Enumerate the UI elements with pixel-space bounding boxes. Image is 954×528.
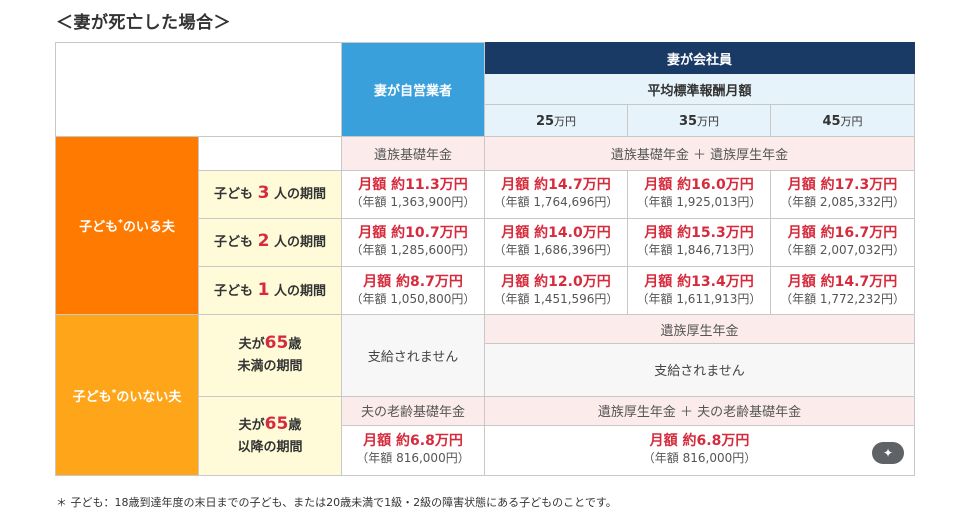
amount-cell: 月額 約14.0万円 （年額 1,686,396円） <box>484 217 628 268</box>
header-employee: 妻が会社員 <box>483 41 916 75</box>
magic-wand-icon[interactable]: ✦ <box>872 442 904 464</box>
page-title: ＜妻が死亡した場合＞ <box>56 13 231 33</box>
row-label-under-65: 夫が65歳 未満の期間 <box>198 314 342 397</box>
row-label-children-2: 子ども 2 人の期間 <box>198 217 342 268</box>
row-label-over-65: 夫が65歳 以降の期間 <box>198 395 342 477</box>
amount-cell: 月額 約17.3万円 （年額 2,085,332円） <box>769 169 916 219</box>
amount-cell: 月額 約16.7万円 （年額 2,007,032円） <box>769 217 916 268</box>
amount-cell: 月額 約8.7万円 （年額 1,050,800円） <box>341 265 485 316</box>
table-corner <box>55 41 342 138</box>
amount-cell: 月額 約12.0万円 （年額 1,451,596円） <box>484 265 628 316</box>
not-paid-employee: 支給されません <box>483 343 916 397</box>
row-label-children-3: 子ども 3 人の期間 <box>198 169 342 219</box>
amount-cell: 月額 約14.7万円 （年額 1,764,696円） <box>484 169 628 219</box>
row-label-children-1: 子ども 1 人の期間 <box>198 265 342 316</box>
not-paid-self: 支給されません <box>341 314 485 397</box>
pension-type-survivor-old-age: 遺族厚生年金 ＋ 夫の老齢基礎年金 <box>483 395 916 426</box>
amount-cell: 月額 約6.8万円 （年額 816,000円） <box>341 424 485 477</box>
amount-cell: 月額 約6.8万円 （年額 816,000円） <box>483 424 916 477</box>
blank-cell <box>198 136 342 171</box>
column-header-25: 25万円 <box>484 104 628 138</box>
pension-type-old-age: 夫の老齢基礎年金 <box>341 395 485 426</box>
header-self-employed: 妻が自営業者 <box>341 41 485 138</box>
amount-cell: 月額 約13.4万円 （年額 1,611,913円） <box>627 265 771 316</box>
amount-cell: 月額 約15.3万円 （年額 1,846,713円） <box>627 217 771 268</box>
amount-cell: 月額 約16.0万円 （年額 1,925,013円） <box>627 169 771 219</box>
group-no-children-label: 子ども*のいない夫 <box>55 314 199 476</box>
amount-cell: 月額 約11.3万円 （年額 1,363,900円） <box>341 169 485 219</box>
pension-table-wrapper: 妻が自営業者 妻が会社員 平均標準報酬月額 25万円 35万円 45万円 子ども… <box>55 41 916 477</box>
column-header-45: 45万円 <box>769 104 916 138</box>
pension-type-survivor: 遺族厚生年金 <box>483 314 916 345</box>
pension-type-employee: 遺族基礎年金 ＋ 遺族厚生年金 <box>483 136 916 171</box>
amount-cell: 月額 約14.7万円 （年額 1,772,232円） <box>769 265 916 316</box>
pension-type-self: 遺族基礎年金 <box>341 136 485 171</box>
group-with-children-label: 子ども*のいる夫 <box>55 136 199 316</box>
column-header-35: 35万円 <box>627 104 771 138</box>
amount-cell: 月額 約10.7万円 （年額 1,285,600円） <box>341 217 485 268</box>
pension-table: 妻が自営業者 妻が会社員 平均標準報酬月額 25万円 35万円 45万円 子ども… <box>55 41 916 477</box>
header-avg-salary: 平均標準報酬月額 <box>483 73 916 106</box>
footnote: ＊ 子ども：18歳到達年度の末日までの子ども、または20歳未満で1級・2級の障害… <box>56 496 617 509</box>
